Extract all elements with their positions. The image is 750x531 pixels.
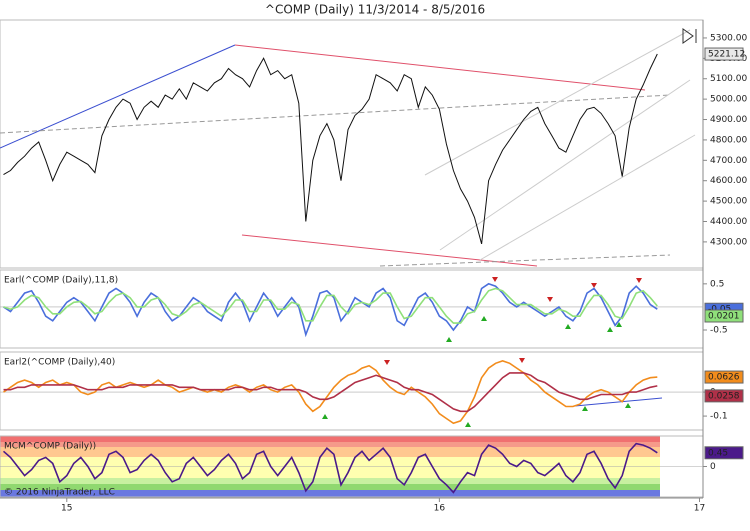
buy-marker bbox=[607, 327, 613, 332]
series-line bbox=[3, 287, 658, 324]
sell-marker bbox=[547, 297, 553, 302]
channel-line bbox=[439, 79, 691, 251]
trend-line bbox=[234, 44, 646, 91]
series-line bbox=[3, 360, 658, 425]
panel-title: MCM^COMP (Daily)) bbox=[4, 442, 96, 452]
last-value-box bbox=[704, 47, 744, 61]
drawings bbox=[0, 29, 696, 407]
last-value-box bbox=[704, 446, 744, 460]
channel-line bbox=[479, 134, 696, 261]
buy-marker bbox=[322, 414, 328, 419]
last-value-box bbox=[704, 309, 744, 323]
y-tick-label: 4800.00 bbox=[710, 135, 747, 145]
series-line bbox=[3, 53, 658, 245]
x-tick-label: 16 bbox=[434, 504, 446, 514]
band bbox=[0, 442, 660, 447]
signal-markers bbox=[322, 277, 642, 427]
last-value-label: 0.45 bbox=[708, 448, 728, 458]
sell-marker bbox=[519, 358, 525, 363]
trend-line bbox=[574, 397, 663, 407]
sell-marker bbox=[636, 278, 642, 283]
panel-title: Earl2(^COMP (Daily),40) bbox=[4, 358, 115, 368]
y-tick-label: -0.5 bbox=[710, 326, 728, 336]
buy-marker bbox=[582, 406, 588, 411]
buy-marker bbox=[565, 324, 571, 329]
y-tick-label: 4400.00 bbox=[710, 217, 747, 227]
y-tick-label: 5100.00 bbox=[710, 74, 747, 84]
chart-title: ^COMP (Daily) 11/3/2014 - 8/5/2016 bbox=[265, 3, 485, 17]
sell-marker bbox=[384, 360, 390, 365]
y-tick-label: 4300.00 bbox=[710, 237, 747, 247]
last-value-box bbox=[704, 389, 744, 403]
band bbox=[0, 447, 660, 457]
buy-marker bbox=[465, 422, 471, 427]
y-tick-label: 0.5 bbox=[710, 279, 724, 289]
last-value-label: 0.0626 bbox=[708, 373, 740, 383]
panel-title: Earl(^COMP (Daily),11,8) bbox=[4, 276, 118, 286]
buy-marker bbox=[616, 322, 622, 327]
series-line bbox=[2, 442, 658, 494]
trend-line bbox=[379, 254, 671, 267]
last-value-label: 5221.12 bbox=[708, 50, 745, 60]
channel-line bbox=[424, 29, 691, 176]
x-tick-label: 15 bbox=[61, 504, 72, 514]
buy-marker bbox=[625, 403, 631, 408]
sell-marker bbox=[591, 283, 597, 288]
band bbox=[0, 478, 660, 484]
series-line bbox=[3, 372, 658, 413]
trend-line bbox=[241, 234, 538, 267]
y-tick-label: 5000.00 bbox=[710, 95, 747, 105]
band bbox=[0, 436, 660, 442]
y-tick-label: 4600.00 bbox=[710, 176, 747, 186]
buy-marker bbox=[481, 316, 487, 321]
y-tick-label: 4700.00 bbox=[710, 156, 747, 166]
y-tick-label: 4500.00 bbox=[710, 197, 747, 207]
sell-marker bbox=[492, 277, 498, 282]
y-tick-label: 4900.00 bbox=[710, 115, 747, 125]
last-value-label: 0.0201 bbox=[708, 311, 740, 321]
play-icon-shape[interactable] bbox=[682, 28, 694, 44]
y-tick-label: 5300.00 bbox=[710, 33, 747, 43]
last-value-label: 0.0258 bbox=[708, 391, 740, 401]
trend-line bbox=[0, 44, 236, 149]
x-tick-label: 17 bbox=[694, 504, 705, 514]
buy-marker bbox=[446, 337, 452, 342]
y-tick-label: 0 bbox=[710, 462, 716, 472]
band bbox=[0, 490, 660, 497]
last-value-box bbox=[704, 370, 744, 384]
copyright: © 2016 NinjaTrader, LLC bbox=[4, 488, 115, 498]
y-tick-label: -0.1 bbox=[710, 412, 728, 422]
play-icon[interactable] bbox=[682, 28, 697, 44]
band bbox=[0, 484, 660, 490]
